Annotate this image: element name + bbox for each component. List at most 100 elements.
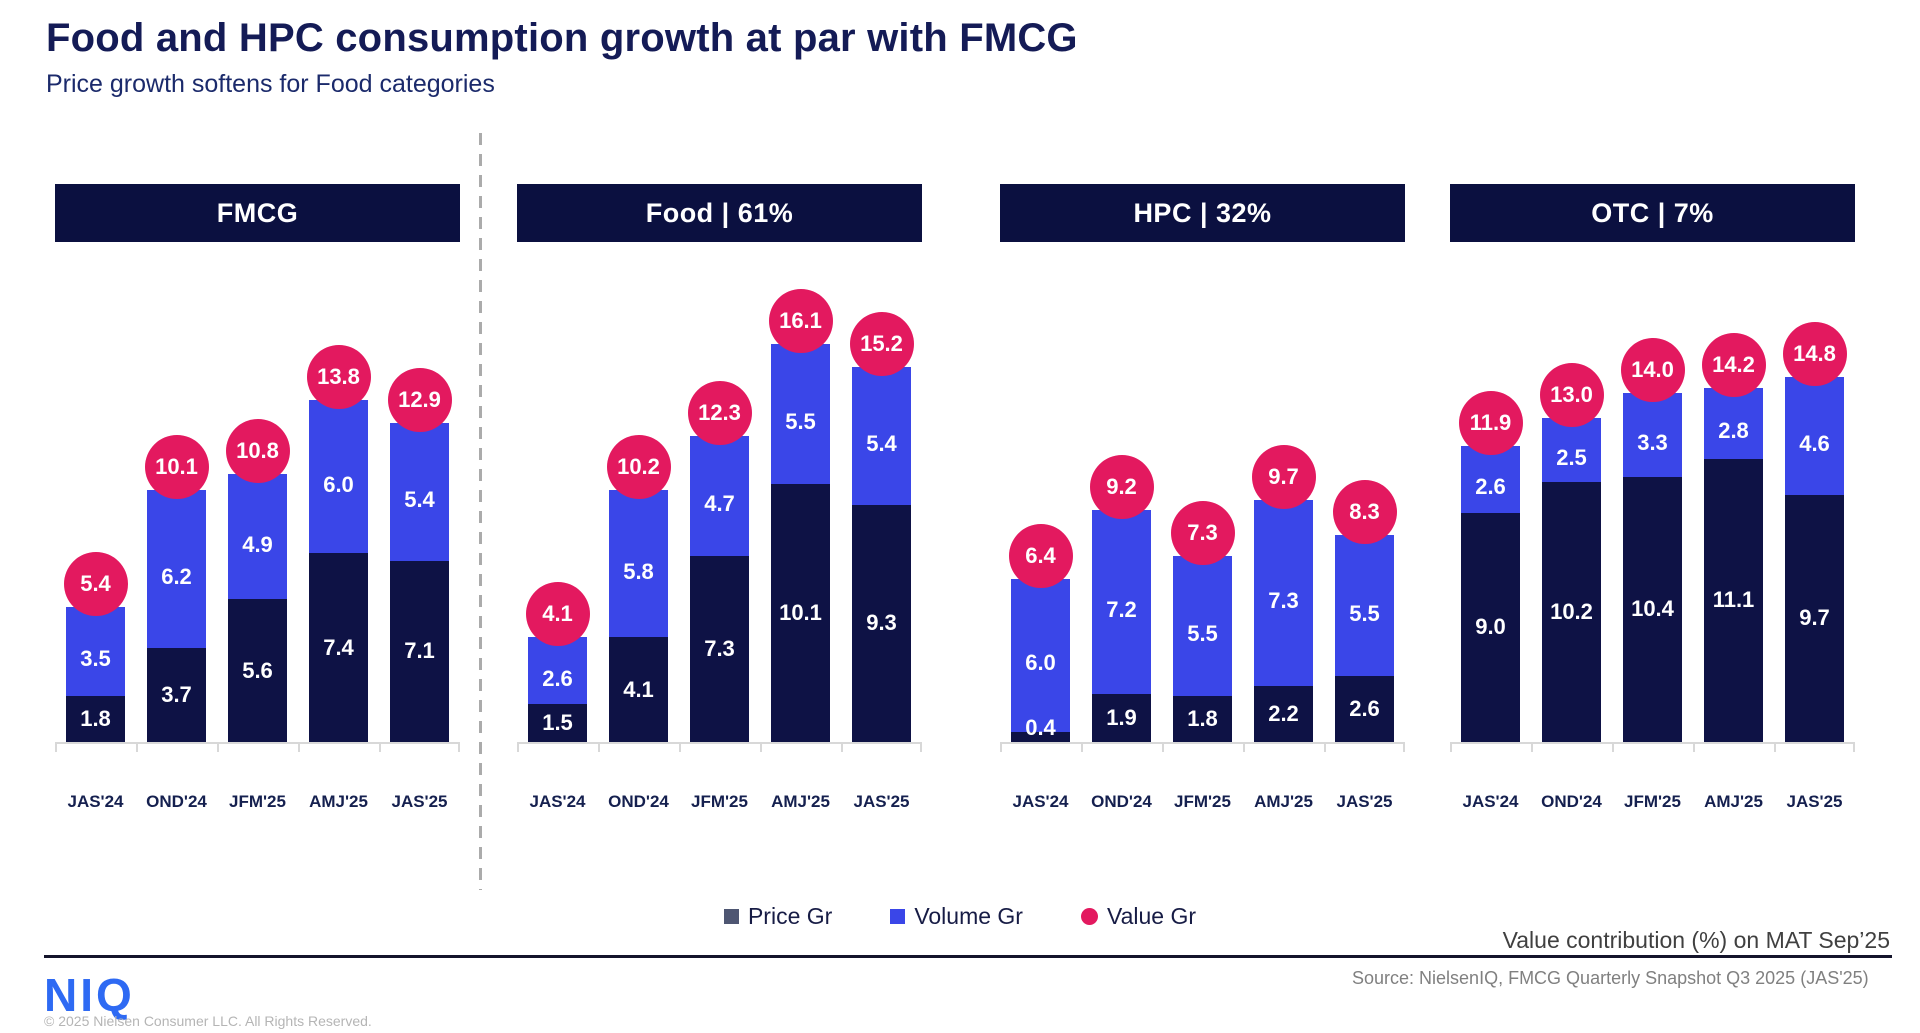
- x-axis-label: JFM'25: [1624, 792, 1681, 811]
- price-gr-value-label: 1.9: [1106, 704, 1137, 730]
- axis-tick: [760, 743, 762, 752]
- axis-tick: [1324, 743, 1326, 752]
- bar-segment-volume-gr: [690, 436, 749, 556]
- volume-gr-value-label: 6.0: [323, 471, 354, 497]
- bar-segment-volume-gr: [390, 423, 449, 561]
- volume-gr-value-label: 5.5: [785, 409, 816, 435]
- price-gr-value-label: 0.4: [1025, 715, 1056, 740]
- bar-segment-volume-gr: [1173, 555, 1232, 697]
- volume-gr-value-label: 5.4: [866, 431, 897, 456]
- bar-slot: 10.4 3.3 14.0 JFM'25: [1612, 242, 1693, 811]
- bar-segment-volume-gr: [528, 637, 587, 704]
- legend-label-price: Price Gr: [747, 903, 833, 929]
- bar-segment-price-gr: [852, 504, 911, 742]
- bar-slot: 10.2 2.5 13.0 OND'24: [1531, 242, 1612, 811]
- axis-tick: [1774, 743, 1776, 752]
- bar-slot: 7.3 4.7 12.3 JFM'25: [679, 242, 760, 811]
- volume-gr-value-label: 5.5: [1187, 620, 1218, 646]
- x-axis-label: OND'24: [1091, 792, 1152, 811]
- bar-segment-volume-gr: [1254, 499, 1313, 686]
- bar-segment-price-gr: [771, 484, 830, 742]
- panel-fmcg: FMCG 1.8 3.5 5.4 JAS'24 3.7 6.2 10.1 OND'24 5.6 4…: [55, 184, 460, 811]
- price-gr-value-label: 2.6: [1349, 695, 1380, 721]
- panel-otc: OTC | 7% 9.0 2.6 11.9 JAS'24 10.2 2.5 13.0 OND'…: [1450, 184, 1855, 811]
- x-axis-label: JAS'24: [1462, 792, 1519, 811]
- bar-segment-price-gr: [609, 637, 668, 742]
- bar-segment-price-gr: [228, 599, 287, 742]
- price-gr-value-label: 7.1: [404, 638, 435, 664]
- bar-segment-volume-gr: [1011, 578, 1070, 732]
- legend-item-value: Value Gr: [1080, 903, 1196, 930]
- value-gr-bubble: 10.2: [606, 434, 671, 499]
- chart-otc: 9.0 2.6 11.9 JAS'24 10.2 2.5 13.0 OND'24 10.4 3.3…: [1450, 242, 1855, 811]
- axis-tick: [517, 743, 519, 752]
- x-axis-label: JFM'25: [691, 792, 748, 811]
- x-axis-label: JFM'25: [1174, 792, 1231, 811]
- x-axis-label: OND'24: [608, 792, 669, 811]
- volume-gr-value-label: 5.5: [1349, 600, 1380, 626]
- value-gr-bubble: 6.4: [1008, 523, 1073, 588]
- dashed-divider: [479, 133, 482, 890]
- bar-segment-price-gr: [690, 555, 749, 742]
- volume-gr-value-label: 5.4: [404, 487, 435, 513]
- bar-segment-volume-gr: [1461, 446, 1520, 513]
- bar-segment-price-gr: [1461, 512, 1520, 742]
- value-gr-bubble: 12.3: [687, 381, 752, 445]
- legend: Price Gr Volume Gr Value Gr: [0, 903, 1920, 930]
- x-axis-label: JAS'25: [391, 792, 448, 811]
- page-subtitle: Price growth softens for Food categories: [46, 70, 495, 98]
- bar-slot: 9.0 2.6 11.9 JAS'24: [1450, 242, 1531, 811]
- axis-tick: [458, 743, 460, 752]
- price-gr-value-label: 10.4: [1631, 596, 1674, 622]
- axis-tick: [217, 743, 219, 752]
- price-gr-value-label: 9.3: [866, 610, 897, 636]
- axis-tick: [136, 743, 138, 752]
- volume-gr-value-label: 4.6: [1799, 431, 1830, 456]
- bar-segment-price-gr: [1092, 693, 1151, 742]
- page-title: Food and HPC consumption growth at par w…: [46, 16, 1078, 60]
- bar-segment-volume-gr: [66, 606, 125, 697]
- bar-slot: 11.1 2.8 14.2 AMJ'25: [1693, 242, 1774, 811]
- price-gr-value-label: 10.1: [779, 600, 822, 626]
- axis-tick: [1081, 743, 1083, 752]
- value-gr-bubble: 13.8: [306, 345, 371, 410]
- bar-slot: 9.3 5.4 15.2 JAS'25: [841, 242, 922, 811]
- axis-tick: [1403, 743, 1405, 752]
- price-gr-value-label: 9.7: [1799, 605, 1830, 631]
- source-text: Source: NielsenIQ, FMCG Quarterly Snapsh…: [1352, 968, 1869, 988]
- axis-tick: [679, 743, 681, 752]
- bar-slot: 4.1 5.8 10.2 OND'24: [598, 242, 679, 811]
- value-gr-bubble: 7.3: [1170, 500, 1235, 565]
- x-axis-label: AMJ'25: [1704, 792, 1763, 811]
- price-gr-value-label: 1.8: [1187, 706, 1218, 732]
- bar-segment-price-gr: [390, 560, 449, 742]
- x-axis-label: OND'24: [146, 792, 207, 811]
- value-gr-bubble: 10.8: [225, 419, 290, 484]
- x-axis-label: JAS'24: [529, 792, 586, 811]
- volume-gr-value-label: 3.3: [1637, 429, 1668, 455]
- panel-food: Food | 61% 1.5 2.6 4.1 JAS'24 4.1 5.8 10.2 OND'…: [517, 184, 922, 811]
- volume-gr-value-label: 3.5: [80, 646, 111, 672]
- panel-header-fmcg: FMCG: [55, 184, 460, 242]
- bar-slot: 7.4 6.0 13.8 AMJ'25: [298, 242, 379, 811]
- volume-gr-value-label: 4.7: [704, 490, 735, 516]
- bar-slot: 1.9 7.2 9.2 OND'24: [1081, 242, 1162, 811]
- price-gr-value-label: 7.4: [323, 634, 354, 660]
- bar-slot: 5.6 4.9 10.8 JFM'25: [217, 242, 298, 811]
- bar-slot: 0.4 6.0 6.4 JAS'24: [1000, 242, 1081, 811]
- price-gr-value-label: 4.1: [623, 676, 654, 702]
- axis-tick: [920, 743, 922, 752]
- bar-segment-volume-gr: [1542, 418, 1601, 482]
- x-axis-label: JFM'25: [229, 792, 286, 811]
- footnote: Value contribution (%) on MAT Sep’25: [1502, 927, 1890, 953]
- bar-segment-price-gr: [1335, 675, 1394, 742]
- panel-header-otc: OTC | 7%: [1450, 184, 1855, 242]
- volume-gr-marker-icon: [890, 909, 906, 924]
- bar-segment-price-gr: [1704, 458, 1763, 742]
- panel-header-food: Food | 61%: [517, 184, 922, 242]
- x-axis-label: JAS'25: [1786, 792, 1843, 811]
- price-gr-value-label: 5.6: [242, 657, 273, 683]
- bar-segment-volume-gr: [147, 489, 206, 648]
- price-gr-value-label: 10.2: [1550, 598, 1593, 624]
